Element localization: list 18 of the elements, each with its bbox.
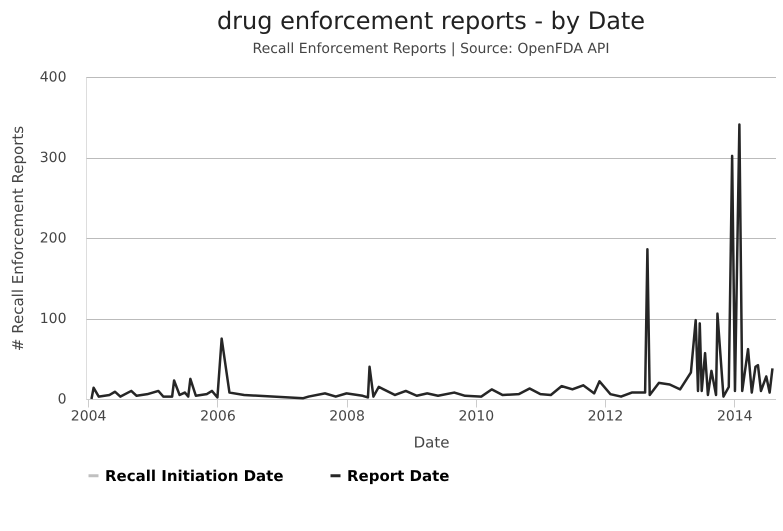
x-tick-label: 2008 <box>329 408 365 424</box>
y-tick-label: 300 <box>40 150 66 166</box>
x-tick-label: 2012 <box>588 408 624 424</box>
x-tick-label: 2010 <box>458 408 494 424</box>
y-tick-label: 200 <box>40 230 66 246</box>
y-axis-title: # Recall Enforcement Reports <box>8 126 27 352</box>
y-tick-label: 100 <box>40 311 66 327</box>
x-tick-label: 2004 <box>70 408 107 424</box>
chart-subtitle: Recall Enforcement Reports | Source: OpenFDA API <box>252 41 610 57</box>
x-tick-label: 2006 <box>200 408 236 424</box>
chart-title: drug enforcement reports - by Date <box>216 7 646 35</box>
legend-label: Report Date <box>347 466 450 485</box>
y-tick-label: 0 <box>58 392 66 408</box>
line-series <box>90 123 774 400</box>
y-tick-label: 400 <box>40 70 66 86</box>
legend-label: Recall Initiation Date <box>105 466 284 485</box>
x-axis-title: Date <box>414 434 450 452</box>
x-tick-label: 2014 <box>716 408 753 424</box>
